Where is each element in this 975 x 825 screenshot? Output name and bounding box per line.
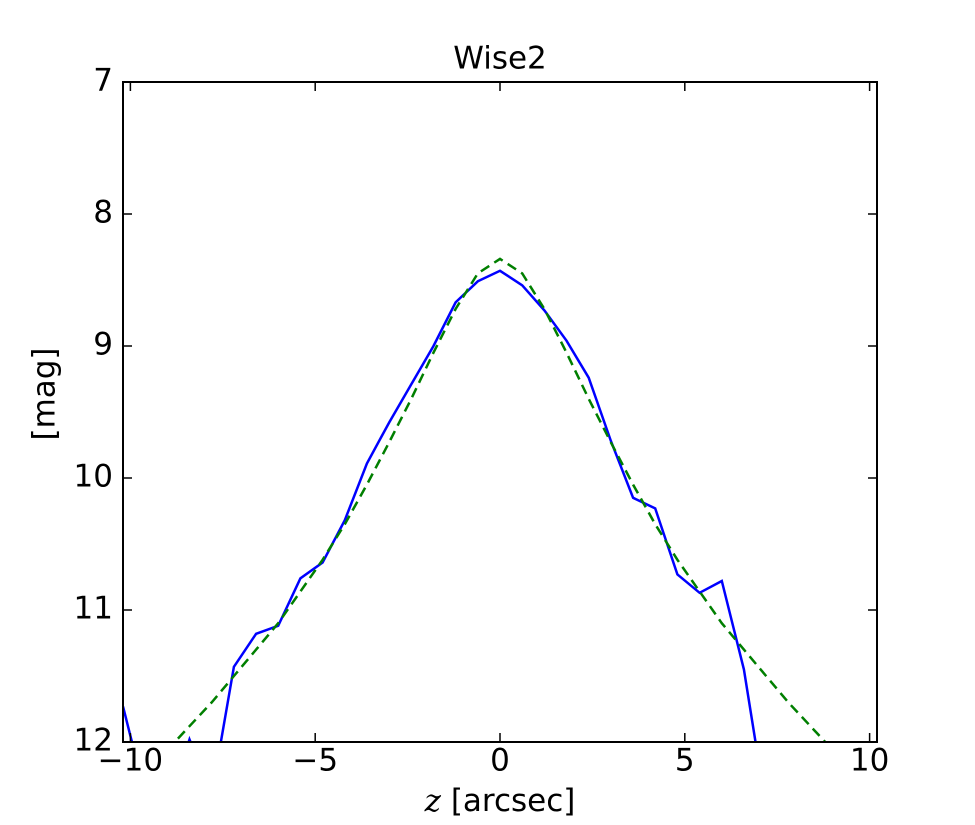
x-tick-label: 0 <box>490 743 510 779</box>
y-tick-label: 10 <box>74 459 113 495</box>
chart-title: Wise2 <box>453 41 547 77</box>
x-axis-var: z <box>424 783 442 819</box>
series-line <box>123 269 757 742</box>
x-tick-label: −10 <box>98 743 163 779</box>
x-axis-label: z [arcsec] <box>424 783 576 819</box>
y-tick-label: 12 <box>74 723 113 759</box>
axes-frame <box>122 81 878 743</box>
x-tick-label: 10 <box>850 743 889 779</box>
y-axis-label: [mag] <box>27 347 63 440</box>
y-tick-label: 7 <box>93 63 113 99</box>
plot-area <box>123 257 827 742</box>
x-tick-label: 5 <box>675 743 695 779</box>
x-tick-label: −5 <box>292 743 338 779</box>
y-tick-label: 9 <box>93 327 113 363</box>
y-tick-label: 8 <box>93 195 113 231</box>
x-axis-unit: [arcsec] <box>451 783 576 819</box>
series-line <box>173 257 827 742</box>
y-tick-label: 11 <box>74 591 113 627</box>
